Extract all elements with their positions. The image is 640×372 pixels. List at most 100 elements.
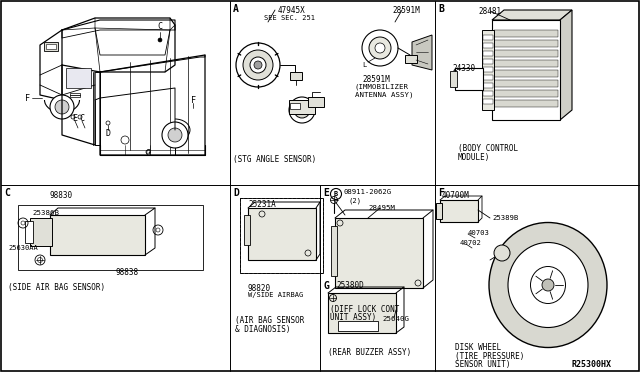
Text: C: C — [79, 113, 84, 122]
Text: 28591M: 28591M — [392, 6, 420, 15]
Polygon shape — [412, 35, 432, 70]
Bar — [18, 205, 203, 270]
Text: 98830: 98830 — [50, 191, 73, 200]
Text: (TIRE PRESSURE): (TIRE PRESSURE) — [455, 352, 524, 361]
Bar — [290, 103, 300, 109]
Bar — [492, 20, 560, 120]
Text: 25630AA: 25630AA — [8, 245, 38, 251]
Text: 28591M: 28591M — [362, 75, 390, 84]
Bar — [289, 100, 315, 114]
Bar — [455, 68, 483, 90]
Bar — [440, 200, 478, 222]
Bar — [494, 90, 558, 97]
Bar — [70, 93, 80, 97]
Text: SEE SEC. 251: SEE SEC. 251 — [264, 15, 315, 21]
Text: 40703: 40703 — [468, 230, 490, 236]
Ellipse shape — [508, 243, 588, 327]
Circle shape — [362, 30, 398, 66]
Bar — [483, 83, 493, 88]
Circle shape — [55, 100, 69, 114]
Circle shape — [243, 50, 273, 80]
Text: 25231A: 25231A — [248, 200, 276, 209]
Bar — [331, 226, 337, 276]
Bar — [248, 208, 316, 260]
Text: A: A — [233, 4, 239, 14]
Bar — [46, 44, 56, 49]
Text: 40702: 40702 — [460, 240, 482, 246]
Bar — [483, 99, 493, 104]
Text: MODULE): MODULE) — [458, 153, 490, 162]
Text: E: E — [72, 113, 77, 122]
Bar — [308, 97, 324, 107]
Circle shape — [236, 43, 280, 87]
Bar — [482, 30, 494, 110]
Text: B: B — [438, 4, 444, 14]
Ellipse shape — [531, 266, 566, 304]
Bar — [30, 218, 52, 246]
Circle shape — [542, 279, 554, 291]
Text: 25389B: 25389B — [492, 215, 518, 221]
Text: 25640G: 25640G — [382, 316, 409, 322]
Text: 25386B: 25386B — [32, 210, 59, 216]
Text: D: D — [106, 128, 111, 138]
Text: (IMMOBILIZER: (IMMOBILIZER — [355, 83, 409, 90]
Polygon shape — [492, 10, 572, 20]
Bar — [494, 40, 558, 47]
Circle shape — [294, 102, 310, 118]
Bar — [494, 100, 558, 107]
Bar — [328, 293, 396, 333]
Text: R25300HX: R25300HX — [572, 360, 612, 369]
Text: E: E — [323, 188, 329, 198]
Bar — [494, 70, 558, 77]
Circle shape — [50, 95, 74, 119]
Bar — [494, 80, 558, 87]
Text: G: G — [323, 281, 329, 291]
Text: 98838: 98838 — [115, 268, 138, 277]
Text: 25380D: 25380D — [336, 281, 364, 290]
Circle shape — [369, 37, 391, 59]
Bar — [483, 35, 493, 40]
Text: F: F — [26, 93, 31, 103]
Bar — [405, 55, 417, 63]
Bar — [483, 51, 493, 56]
Text: W/SIDE AIRBAG: W/SIDE AIRBAG — [248, 292, 303, 298]
Text: (REAR BUZZER ASSY): (REAR BUZZER ASSY) — [328, 348, 412, 357]
Bar — [25, 221, 33, 243]
Bar — [483, 43, 493, 48]
Text: 47945X: 47945X — [278, 6, 306, 15]
Text: ANTENNA ASSY): ANTENNA ASSY) — [355, 91, 413, 97]
Circle shape — [250, 57, 266, 73]
Text: (SIDE AIR BAG SENSOR): (SIDE AIR BAG SENSOR) — [8, 283, 105, 292]
Text: (STG ANGLE SENSOR): (STG ANGLE SENSOR) — [233, 155, 316, 164]
Text: & DIAGNOSIS): & DIAGNOSIS) — [235, 325, 291, 334]
Bar — [240, 198, 323, 273]
Bar — [450, 71, 457, 87]
Bar — [290, 72, 302, 80]
Polygon shape — [560, 10, 572, 120]
Text: G: G — [145, 148, 150, 157]
Circle shape — [494, 245, 510, 261]
Text: 24330: 24330 — [452, 64, 475, 73]
Bar — [494, 30, 558, 37]
Text: 98820: 98820 — [248, 284, 271, 293]
Text: L: L — [362, 62, 366, 68]
Bar — [244, 215, 250, 245]
Text: B: B — [334, 191, 338, 197]
Bar — [483, 59, 493, 64]
Circle shape — [158, 38, 162, 42]
Bar — [335, 218, 423, 288]
Circle shape — [162, 122, 188, 148]
Bar — [338, 321, 378, 331]
Text: C: C — [157, 22, 163, 31]
Text: DISK WHEEL: DISK WHEEL — [455, 343, 501, 352]
Text: (2): (2) — [348, 197, 361, 203]
Text: 28481: 28481 — [478, 7, 501, 16]
Circle shape — [168, 128, 182, 142]
Bar — [66, 68, 91, 88]
Text: (DIFF LOCK CONT: (DIFF LOCK CONT — [330, 305, 399, 314]
Bar — [44, 42, 58, 51]
Text: UNIT ASSY): UNIT ASSY) — [330, 313, 376, 322]
Text: 40700M: 40700M — [442, 191, 470, 200]
Text: (AIR BAG SENSOR: (AIR BAG SENSOR — [235, 316, 305, 325]
Circle shape — [298, 106, 306, 114]
